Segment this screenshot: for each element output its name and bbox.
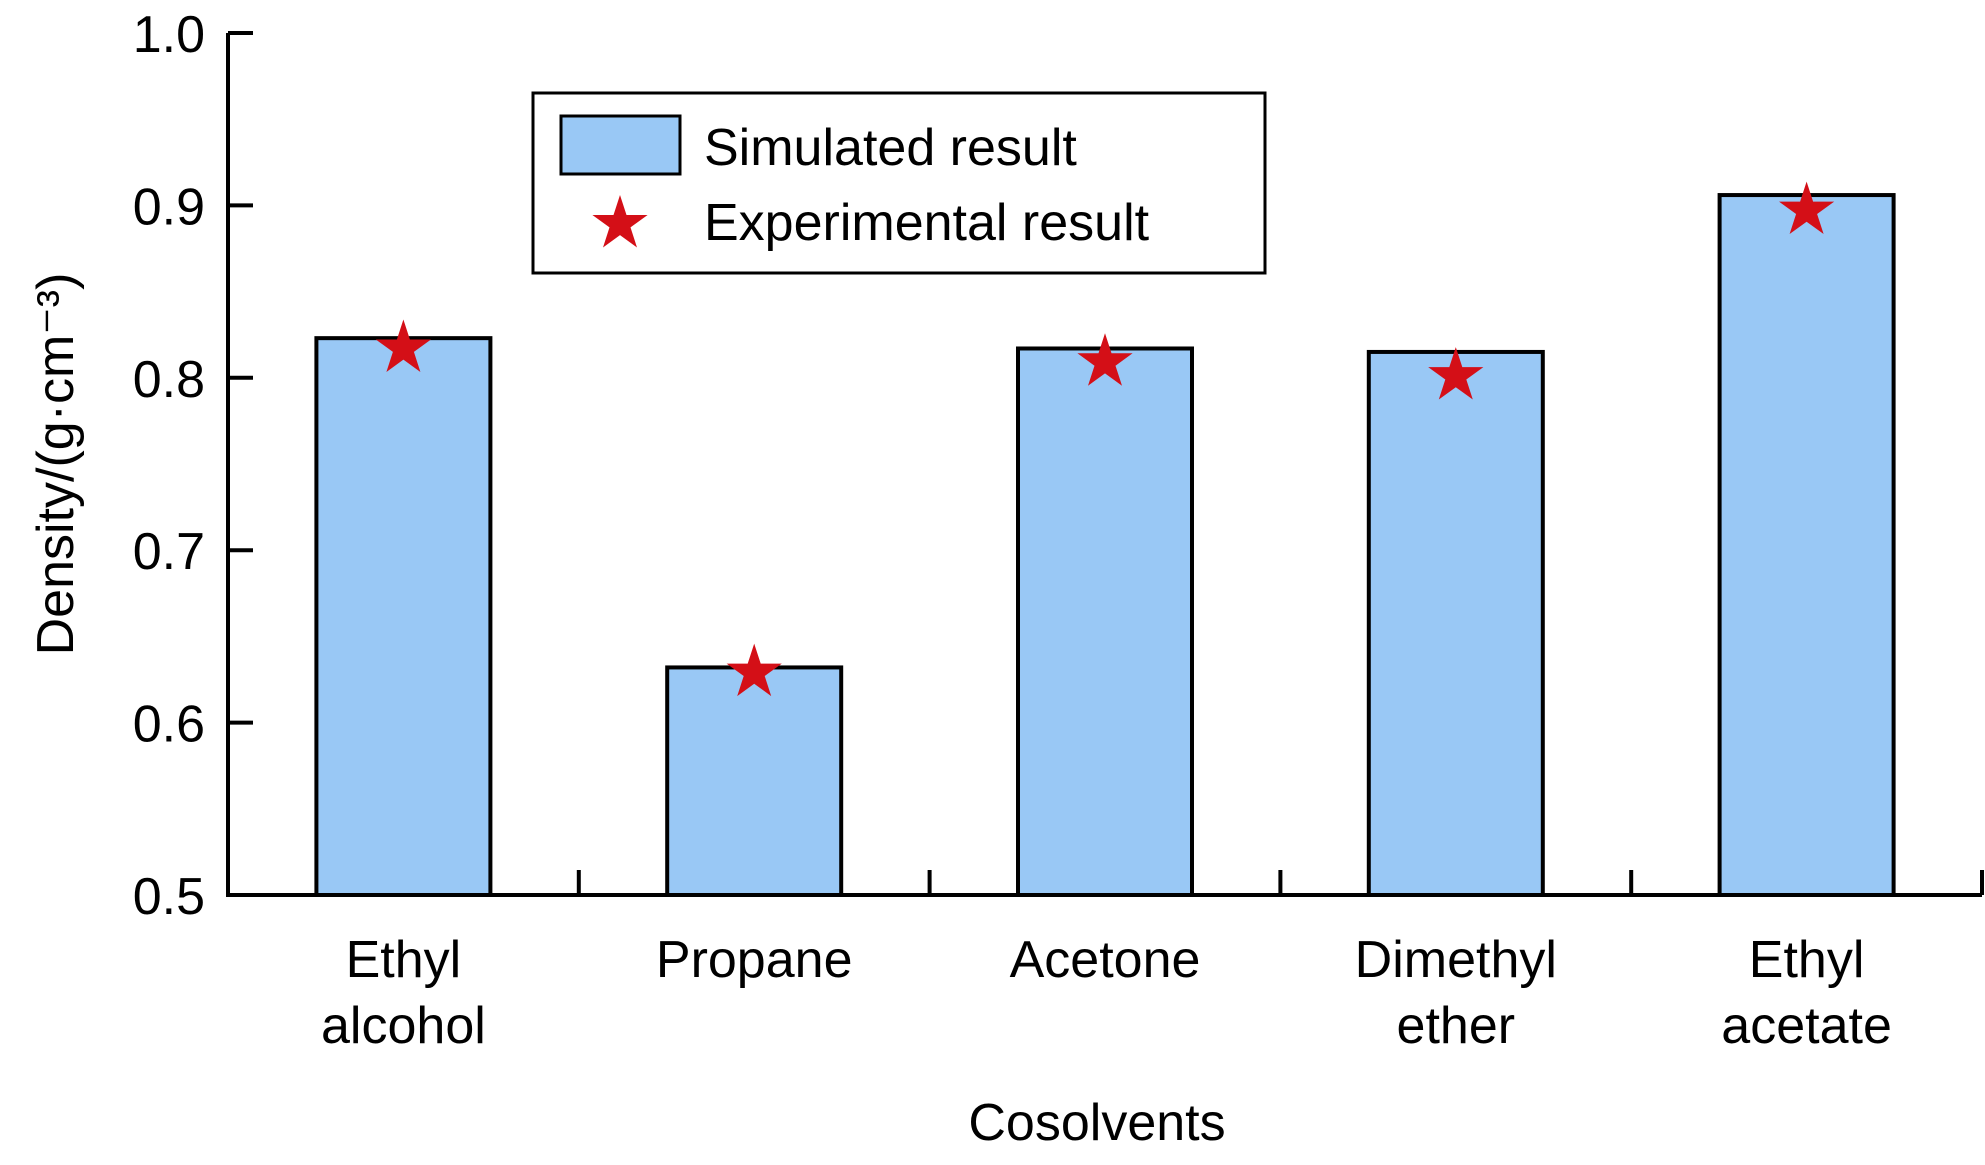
star-marker-experimental xyxy=(726,643,782,697)
x-axis-title: Cosolvents xyxy=(968,1094,1225,1152)
bar-simulated xyxy=(665,665,844,897)
bars-layer xyxy=(314,193,1896,897)
x-category-label: Acetone xyxy=(1010,931,1201,989)
x-category-label: Ethyl xyxy=(1749,931,1865,989)
y-tick-label: 0.6 xyxy=(133,696,205,754)
star-icon xyxy=(592,195,648,248)
x-category-label: acetate xyxy=(1721,997,1892,1055)
x-category-label: ether xyxy=(1397,997,1516,1055)
y-tick-label: 1.0 xyxy=(133,6,205,64)
star-marker-experimental xyxy=(1077,333,1133,386)
bar-simulated xyxy=(1717,193,1896,897)
legend-label-experimental: Experimental result xyxy=(704,194,1150,252)
legend-label-simulated: Simulated result xyxy=(704,119,1077,177)
star-marker-experimental xyxy=(1428,347,1484,400)
y-tick-label: 0.8 xyxy=(133,351,205,409)
y-ticks: 0.5 0.6 0.7 0.8 0.9 1.0 xyxy=(133,6,253,926)
y-tick-label: 0.9 xyxy=(133,178,205,236)
stars-layer xyxy=(375,181,1835,697)
axes-layer xyxy=(226,33,1982,897)
star-marker-experimental xyxy=(375,319,431,372)
y-tick-label: 0.5 xyxy=(133,868,205,926)
x-category-labels: Ethyl alcohol Propane Acetone Dimethyl ether E… xyxy=(321,931,1892,1055)
x-ticks xyxy=(576,870,1984,895)
x-category-label: Propane xyxy=(656,931,853,989)
legend: Simulated result Experimental result xyxy=(531,91,1267,275)
y-tick-label: 0.7 xyxy=(133,523,205,581)
bar-simulated xyxy=(1366,349,1545,897)
legend-star-icon xyxy=(592,195,648,248)
x-category-label: Ethyl xyxy=(346,931,462,989)
legend-swatch-simulated xyxy=(559,114,682,176)
x-category-label: alcohol xyxy=(321,997,486,1055)
x-category-label: Dimethyl xyxy=(1355,931,1557,989)
star-marker-experimental xyxy=(1779,181,1835,234)
bar-simulated xyxy=(314,336,493,897)
bar-simulated xyxy=(1016,346,1194,897)
y-axis-title: Density/(g·cm⁻³) xyxy=(27,273,85,656)
